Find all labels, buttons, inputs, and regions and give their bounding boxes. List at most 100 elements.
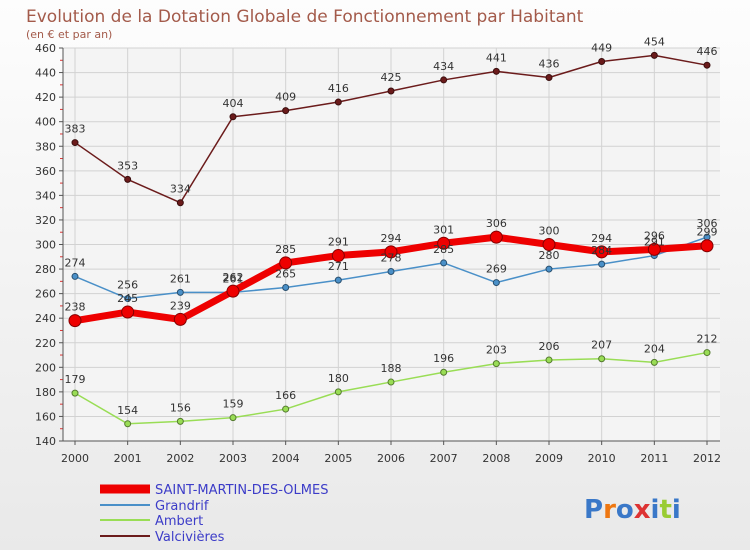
x-tick-label: 2010 [588, 452, 616, 465]
data-label: 446 [697, 45, 718, 58]
x-tick-label: 2001 [114, 452, 142, 465]
data-label: 159 [223, 398, 244, 411]
data-label: 245 [117, 292, 138, 305]
data-label: 154 [117, 404, 138, 417]
data-label: 334 [170, 183, 191, 196]
data-label: 278 [381, 252, 402, 265]
axes: 140 160 180 200 220 240 260 280 300 320 340 360 380 4… [35, 42, 721, 465]
y-tick-label: 220 [35, 337, 56, 350]
legend-entry: Grandrif [155, 499, 209, 514]
data-label: 404 [223, 97, 244, 110]
y-tick-label: 320 [35, 214, 56, 227]
data-point [334, 276, 342, 284]
data-label: 238 [65, 301, 86, 314]
data-label: 166 [275, 389, 296, 402]
data-point [598, 260, 606, 268]
data-point [282, 405, 290, 413]
data-label: 207 [591, 339, 612, 352]
y-tick-label: 200 [35, 361, 56, 374]
data-label: 300 [539, 225, 560, 238]
data-point [71, 272, 79, 280]
y-tick-label: 160 [35, 410, 56, 423]
data-point [282, 283, 290, 291]
chart-subtitle: (en € et par an) [26, 28, 112, 41]
data-point [650, 358, 658, 366]
data-point [229, 113, 237, 121]
grid [63, 47, 720, 442]
data-point [595, 245, 609, 259]
chart-title: Evolution de la Dotation Globale de Fonc… [26, 7, 584, 27]
data-label: 441 [486, 51, 507, 64]
x-tick-label: 2012 [693, 452, 721, 465]
data-label: 179 [65, 373, 86, 386]
data-point [226, 284, 240, 298]
data-point [703, 349, 711, 357]
data-point [124, 295, 132, 303]
x-tick-label: 2008 [482, 452, 510, 465]
data-point [440, 76, 448, 84]
data-label: 353 [117, 159, 138, 172]
legend-entry: Ambert [155, 514, 203, 529]
legend-entry: Valcivières [155, 530, 225, 545]
y-tick-label: 360 [35, 165, 56, 178]
data-label: 449 [591, 42, 612, 55]
data-label: 180 [328, 372, 349, 385]
y-tick-label: 440 [35, 67, 56, 80]
data-label: 296 [644, 229, 665, 242]
data-point [598, 58, 606, 66]
data-label: 256 [117, 279, 138, 292]
x-tick-label: 2006 [377, 452, 405, 465]
data-point [124, 175, 132, 183]
legend-entry: SAINT-MARTIN-DES-OLMES [155, 483, 328, 498]
data-point [542, 238, 556, 251]
data-label: 409 [275, 91, 296, 104]
data-label: 301 [433, 223, 454, 236]
data-label: 425 [381, 71, 402, 84]
x-tick-label: 2007 [430, 452, 458, 465]
data-point [545, 356, 553, 364]
data-label: 299 [697, 226, 718, 239]
data-point [282, 107, 290, 115]
data-point [492, 279, 500, 287]
data-label: 239 [170, 299, 191, 312]
data-label: 285 [433, 243, 454, 256]
data-point [176, 288, 184, 296]
x-tick-label: 2011 [640, 452, 668, 465]
x-tick-label: 2002 [166, 452, 194, 465]
y-tick-label: 300 [35, 239, 56, 252]
x-tick-label: 2000 [61, 452, 89, 465]
data-label: 265 [275, 267, 296, 280]
y-tick-label: 420 [35, 91, 56, 104]
x-tick-label: 2004 [272, 452, 300, 465]
y-tick-label: 260 [35, 288, 56, 301]
data-point [703, 61, 711, 69]
data-point [176, 199, 184, 207]
data-label: 306 [697, 217, 718, 230]
y-tick-label: 240 [35, 312, 56, 325]
data-point [68, 314, 82, 328]
data-point [279, 256, 293, 270]
y-tick-label: 380 [35, 140, 56, 153]
data-label: 274 [65, 256, 86, 269]
data-label: 196 [433, 352, 454, 365]
data-point [121, 305, 135, 319]
data-label: 383 [65, 123, 86, 136]
data-label: 261 [223, 272, 244, 285]
series [68, 51, 714, 428]
data-point [331, 249, 345, 263]
y-tick-label: 400 [35, 116, 56, 129]
y-tick-label: 460 [35, 42, 56, 55]
proxiti-logo: Proxiti [584, 495, 681, 525]
data-point [440, 368, 448, 376]
data-point [489, 230, 503, 244]
x-tick-label: 2005 [324, 452, 352, 465]
data-label: 306 [486, 217, 507, 230]
data-point [387, 378, 395, 386]
data-point [650, 51, 658, 59]
data-point [440, 259, 448, 267]
data-point [545, 265, 553, 273]
x-tick-label: 2003 [219, 452, 247, 465]
y-tick-label: 140 [35, 435, 56, 448]
